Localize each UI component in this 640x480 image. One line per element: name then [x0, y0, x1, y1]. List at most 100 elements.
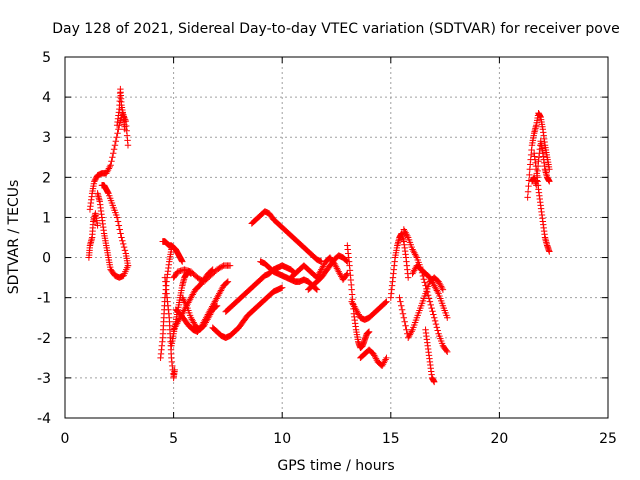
data-point: [408, 328, 415, 335]
y-tick-label: 4: [42, 90, 51, 106]
data-point: [320, 261, 328, 268]
data-point: [213, 295, 220, 302]
data-point: [429, 279, 436, 286]
data-point: [383, 298, 390, 305]
data-point: [434, 327, 441, 334]
data-point: [383, 354, 390, 362]
data-point: [432, 320, 440, 328]
data-point: [404, 232, 411, 240]
data-point: [114, 130, 121, 137]
data-point: [120, 240, 127, 248]
data-point: [189, 291, 196, 298]
data-point: [203, 317, 210, 325]
data-point: [214, 293, 221, 301]
data-point: [344, 270, 351, 277]
data-point: [546, 178, 553, 185]
data-point: [406, 331, 414, 338]
chart-title: Day 128 of 2021, Sidereal Day-to-day VTE…: [52, 21, 620, 37]
data-point: [318, 264, 326, 272]
data-point: [411, 249, 418, 256]
data-point: [427, 301, 434, 309]
y-tick-label: 5: [42, 50, 51, 66]
data-point: [226, 262, 234, 269]
data-point: [353, 308, 361, 315]
data-point: [173, 321, 180, 329]
data-point: [209, 266, 216, 273]
data-point: [434, 288, 441, 296]
data-point: [208, 267, 216, 274]
data-point: [207, 309, 215, 317]
x-axis-label: GPS time / hours: [277, 458, 394, 474]
y-tick-label: 1: [42, 210, 51, 226]
y-tick-label: 3: [42, 130, 51, 146]
data-point: [403, 231, 410, 238]
y-tick-label: 0: [42, 251, 51, 267]
data-point: [437, 283, 445, 290]
data-point: [179, 294, 186, 301]
data-point: [433, 287, 441, 294]
data-point: [108, 158, 115, 165]
data-point: [525, 182, 532, 190]
data-point: [405, 332, 413, 340]
data-point: [351, 303, 358, 310]
data-point: [113, 134, 120, 141]
data-point: [173, 320, 181, 327]
y-tick-label: -3: [37, 371, 51, 387]
x-tick-label: 0: [61, 431, 70, 447]
data-point: [172, 323, 179, 330]
data-point: [187, 314, 195, 321]
data-point: [428, 277, 435, 285]
data-point: [402, 322, 409, 329]
data-point: [113, 214, 121, 221]
data-point: [202, 319, 209, 326]
data-point: [431, 282, 438, 289]
data-point: [181, 299, 189, 306]
data-point: [382, 356, 389, 363]
data-point: [188, 292, 196, 300]
data-point: [204, 316, 211, 323]
tick-labels: 0 5 10 15 20 25 -4 -3 -2 -1 0 1 2 3 4 5: [37, 50, 617, 447]
data-point: [426, 298, 434, 305]
data-point: [380, 359, 388, 366]
data-point: [402, 229, 409, 236]
data-point: [420, 276, 428, 283]
data-point: [411, 267, 418, 274]
data-point: [103, 168, 111, 175]
data-point: [190, 289, 197, 297]
data-point: [348, 298, 355, 305]
data-point: [429, 308, 436, 315]
data-point: [333, 265, 341, 272]
data-point: [171, 366, 178, 374]
data-point: [411, 251, 419, 258]
data-point: [404, 334, 412, 341]
data-point: [179, 310, 186, 317]
data-point: [121, 247, 129, 254]
data-point: [178, 312, 185, 319]
data-point: [313, 286, 321, 293]
data-point: [398, 306, 406, 313]
data-point: [216, 288, 224, 296]
data-point: [432, 285, 440, 293]
data-point: [439, 286, 447, 293]
data-point: [211, 298, 219, 305]
data-point: [410, 247, 417, 255]
data-point: [337, 271, 344, 279]
data-point: [421, 279, 428, 286]
data-point: [352, 306, 360, 313]
data-point: [379, 361, 387, 368]
data-point: [111, 142, 119, 149]
data-point: [397, 298, 404, 305]
data-point: [425, 295, 433, 302]
y-axis-label: SDTVAR / TECUs: [6, 180, 22, 295]
data-point: [424, 288, 431, 296]
data-point: [312, 285, 320, 293]
data-point: [121, 126, 128, 133]
data-point: [115, 222, 123, 229]
data-point: [206, 312, 213, 320]
data-point: [217, 287, 225, 294]
data-point: [336, 269, 343, 277]
data-point: [186, 296, 194, 303]
data-point: [218, 285, 226, 293]
data-point: [427, 276, 434, 283]
